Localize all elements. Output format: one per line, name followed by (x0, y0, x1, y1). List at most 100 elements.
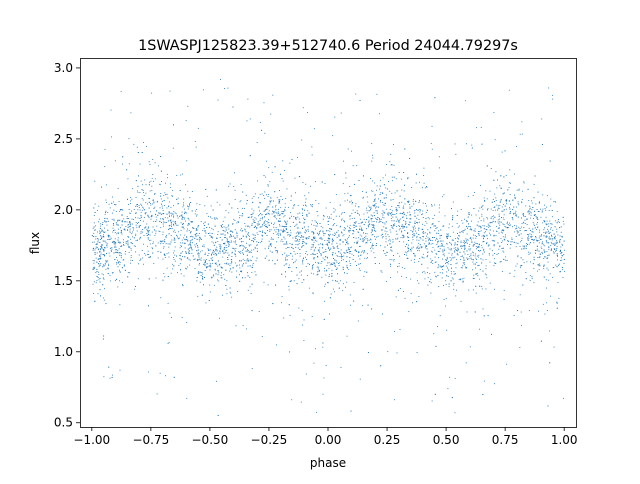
scatter-point (151, 214, 153, 216)
scatter-point (207, 248, 209, 250)
scatter-point (447, 235, 449, 237)
scatter-point (295, 259, 297, 261)
scatter-point (311, 239, 313, 241)
scatter-point (471, 241, 473, 243)
scatter-point (509, 193, 511, 195)
scatter-point (267, 284, 269, 286)
scatter-point (117, 250, 119, 252)
scatter-point (382, 313, 383, 315)
scatter-point (100, 245, 102, 247)
scatter-point (437, 264, 439, 266)
scatter-point (155, 216, 157, 218)
scatter-point (448, 261, 449, 262)
scatter-point (434, 393, 436, 395)
scatter-point (551, 223, 553, 225)
scatter-point (203, 223, 205, 225)
scatter-point (391, 164, 393, 166)
scatter-point (140, 216, 142, 218)
scatter-point (217, 414, 219, 416)
scatter-point (147, 254, 149, 256)
scatter-point (246, 242, 247, 244)
scatter-point (239, 264, 240, 266)
scatter-point (248, 244, 250, 246)
scatter-point (549, 238, 551, 240)
scatter-point (172, 147, 174, 149)
scatter-point (305, 243, 307, 245)
scatter-point (184, 256, 186, 258)
scatter-point (199, 204, 201, 205)
scatter-point (105, 211, 106, 213)
scatter-point (416, 209, 417, 211)
scatter-point (332, 241, 334, 243)
scatter-point (556, 240, 558, 242)
scatter-point (168, 227, 170, 229)
chart-title: 1SWASPJ125823.39+512740.6 Period 24044.7… (138, 38, 518, 54)
scatter-point (155, 232, 157, 234)
scatter-point (382, 222, 384, 224)
scatter-point (463, 230, 465, 231)
scatter-point (437, 250, 439, 252)
scatter-point (446, 271, 448, 273)
scatter-point (491, 250, 493, 252)
scatter-point (135, 204, 137, 206)
scatter-point (129, 232, 131, 234)
scatter-point (276, 241, 277, 243)
scatter-point (179, 263, 181, 265)
scatter-point (358, 206, 360, 208)
scatter-point (166, 213, 168, 215)
scatter-point (351, 212, 353, 214)
scatter-point (273, 211, 275, 213)
scatter-point (204, 231, 206, 233)
scatter-point (228, 244, 230, 246)
scatter-point (417, 280, 418, 282)
scatter-point (291, 280, 293, 282)
scatter-point (160, 297, 162, 299)
scatter-point (290, 252, 291, 254)
scatter-point (517, 230, 519, 232)
scatter-point (359, 258, 361, 260)
scatter-point (392, 225, 394, 227)
scatter-point (334, 252, 336, 254)
scatter-point (141, 250, 143, 251)
scatter-point (559, 251, 561, 253)
scatter-point (165, 182, 166, 184)
scatter-point (370, 190, 372, 192)
scatter-point (494, 253, 495, 254)
scatter-point (397, 220, 399, 222)
scatter-point (368, 210, 370, 212)
scatter-point (297, 216, 299, 218)
scatter-point (303, 221, 305, 223)
scatter-point (203, 244, 205, 246)
scatter-point (259, 242, 261, 244)
scatter-point (212, 229, 214, 231)
scatter-point (310, 204, 312, 206)
scatter-point (541, 144, 543, 145)
scatter-point (115, 204, 117, 206)
scatter-point (276, 212, 278, 214)
scatter-point (503, 298, 505, 300)
scatter-point (159, 183, 161, 185)
scatter-point (236, 233, 238, 235)
scatter-point (336, 237, 338, 239)
scatter-point (111, 248, 113, 250)
scatter-point (327, 221, 329, 222)
scatter-point (322, 342, 324, 344)
scatter-point (497, 209, 499, 211)
scatter-point (483, 238, 484, 240)
scatter-point (230, 234, 232, 236)
scatter-point (413, 235, 415, 236)
scatter-point (373, 200, 375, 202)
scatter-point (543, 232, 545, 234)
scatter-point (478, 243, 480, 245)
scatter-point (480, 258, 482, 260)
scatter-point (282, 198, 284, 200)
scatter-point (446, 233, 448, 235)
scatter-point (485, 190, 487, 192)
scatter-point (101, 230, 103, 232)
scatter-point (136, 205, 138, 207)
scatter-point (501, 242, 503, 243)
scatter-point (460, 300, 462, 302)
scatter-point (503, 219, 505, 220)
scatter-point (488, 232, 490, 234)
scatter-point (488, 253, 490, 255)
